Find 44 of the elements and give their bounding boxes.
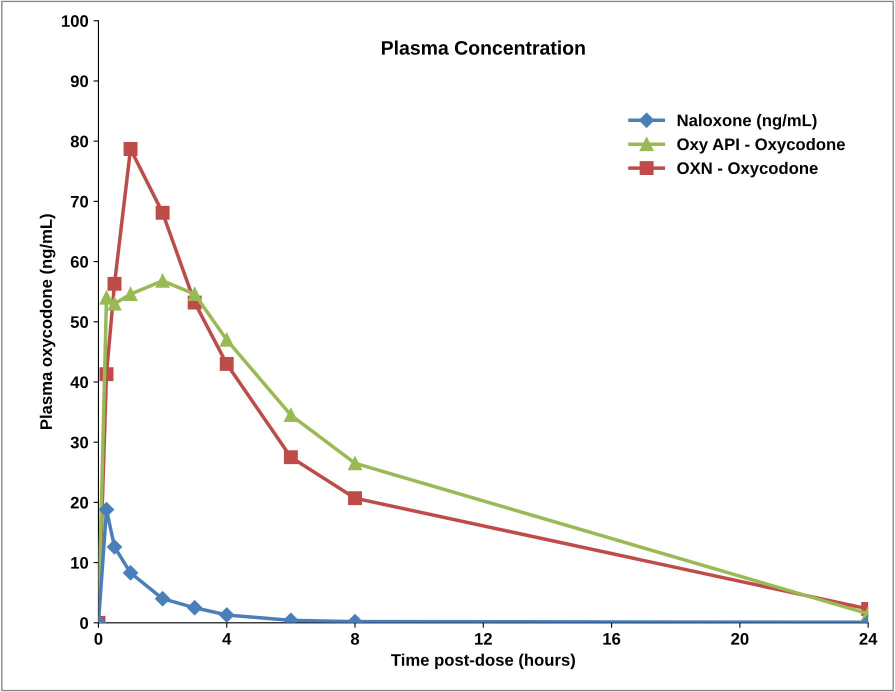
point <box>98 502 114 518</box>
legend-label: Oxy API - Oxycodone <box>677 138 845 154</box>
y-tick-label: 70 <box>70 196 88 208</box>
x-axis-title: Time post-dose (hours) <box>391 654 575 670</box>
legend-label: Naloxone (ng/mL) <box>678 114 817 130</box>
point <box>156 274 170 288</box>
y-tick-label: 80 <box>70 136 88 148</box>
point <box>219 607 234 623</box>
point <box>348 456 362 470</box>
y-tick-label: 90 <box>70 75 88 88</box>
point <box>284 408 298 422</box>
x-tick-label: 24 <box>859 632 878 645</box>
x-tick-label: 12 <box>475 632 492 645</box>
point <box>124 287 138 302</box>
y-tick-label: 20 <box>70 496 88 509</box>
x-tick-label: 16 <box>603 632 620 645</box>
x-tick-label: 4 <box>222 633 232 645</box>
y-tick-label: 60 <box>70 256 88 268</box>
y-tick-label: 10 <box>71 556 88 569</box>
point <box>106 539 122 555</box>
y-axis-title: Plasma oxycodone (ng/mL) <box>40 214 56 430</box>
point <box>108 296 122 311</box>
point <box>124 142 138 156</box>
point <box>100 290 114 305</box>
y-tick-label: 40 <box>70 376 88 388</box>
point <box>122 565 138 580</box>
point <box>348 491 362 506</box>
point <box>155 591 170 606</box>
x-tick-label: 0 <box>94 632 102 645</box>
y-tick-label: 30 <box>70 436 88 448</box>
point <box>108 276 122 291</box>
legend-label: OXN - Oxycodone <box>677 162 818 178</box>
x-tick-label: 8 <box>350 632 360 645</box>
text: Plasma Concentration <box>382 40 585 55</box>
x-tick-label: 20 <box>731 632 748 645</box>
point <box>284 450 298 464</box>
point <box>187 600 202 616</box>
point <box>188 287 202 302</box>
point <box>156 206 170 220</box>
y-tick-label: 0 <box>80 617 88 630</box>
y-tick-label: 50 <box>70 316 88 328</box>
y-tick-label: 100 <box>62 15 88 27</box>
point <box>220 356 234 371</box>
point <box>220 332 234 347</box>
